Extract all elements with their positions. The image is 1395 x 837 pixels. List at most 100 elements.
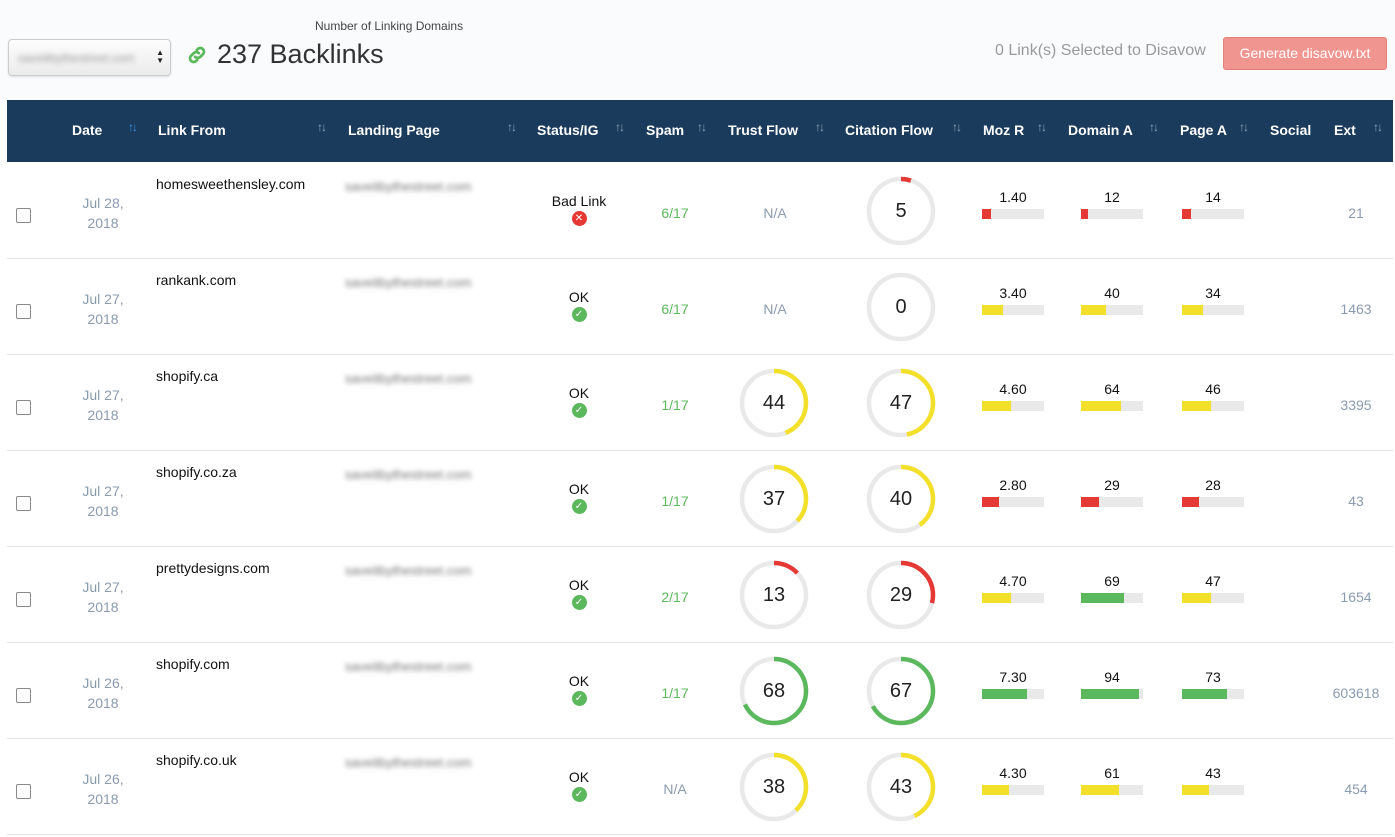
citation-flow-value: 5 xyxy=(895,200,907,222)
column-header-citation-flow[interactable]: Citation Flow xyxy=(845,122,933,138)
external-links-count: 1654 xyxy=(1340,589,1372,605)
landing-page-link[interactable]: saveitbythestreet.com xyxy=(345,659,472,674)
column-header-trust-flow[interactable]: Trust Flow xyxy=(728,122,798,138)
link-from[interactable]: prettydesigns.com xyxy=(156,560,270,576)
domain-a-bar-fill xyxy=(1081,497,1099,507)
trust-flow-value: 37 xyxy=(762,488,786,510)
page-a-bar xyxy=(1182,209,1244,219)
link-from[interactable]: homesweethensley.com xyxy=(156,176,306,192)
status-cell: OK ✓ xyxy=(534,385,624,418)
date-line-2: 2018 xyxy=(87,311,119,327)
moz-r-value: 1.40 xyxy=(999,189,1027,205)
link-from[interactable]: rankank.com xyxy=(156,272,237,288)
moz-r-value: 7.30 xyxy=(999,669,1027,685)
sort-ext-icon[interactable]: ↑↓ xyxy=(1373,120,1383,134)
moz-r-bar xyxy=(982,689,1044,699)
date-cell: Jul 27, 2018 xyxy=(73,289,133,329)
domain-a-bar-fill xyxy=(1081,689,1140,699)
sort-status-icon[interactable]: ↑↓ xyxy=(615,120,625,134)
generate-disavow-button[interactable]: Generate disavow.txt xyxy=(1223,37,1387,70)
status-cell: OK ✓ xyxy=(534,289,624,322)
domain-a-value: 40 xyxy=(1104,285,1120,301)
link-from[interactable]: shopify.ca xyxy=(156,368,218,384)
link-from[interactable]: shopify.com xyxy=(156,656,230,672)
domain-a-value: 12 xyxy=(1104,189,1120,205)
date-line-2: 2018 xyxy=(87,599,119,615)
landing-page-link[interactable]: saveitbythestreet.com xyxy=(345,563,472,578)
status-cell: Bad Link ✕ xyxy=(534,193,624,226)
trust-flow-gauge xyxy=(739,464,809,534)
column-header-social[interactable]: Social xyxy=(1270,122,1312,138)
column-header-domain-a[interactable]: Domain A xyxy=(1068,122,1133,138)
citation-flow-gauge xyxy=(866,176,936,246)
trust-flow-na: N/A xyxy=(763,205,787,221)
column-header-moz-r[interactable]: Moz R xyxy=(983,122,1025,138)
column-header-link-from[interactable]: Link From xyxy=(158,122,226,138)
moz-r-bar-fill xyxy=(982,689,1028,699)
date-line-2: 2018 xyxy=(87,503,119,519)
domain-select[interactable]: saveitbythestreet.com ▲ ▼ xyxy=(8,39,171,76)
domain-a-value: 64 xyxy=(1104,381,1120,397)
sort-trust-flow-icon[interactable]: ↑↓ xyxy=(815,120,825,134)
spam-score: 6/17 xyxy=(661,301,689,317)
external-links-count: 454 xyxy=(1344,781,1368,797)
page-a-bar-fill xyxy=(1182,305,1204,315)
sort-citation-flow-icon[interactable]: ↑↓ xyxy=(952,120,962,134)
citation-flow-value: 43 xyxy=(889,776,913,798)
select-arrows-icon: ▲ ▼ xyxy=(156,48,164,65)
citation-flow-value: 0 xyxy=(895,296,907,318)
citation-flow-gauge xyxy=(866,464,936,534)
domain-a-value: 61 xyxy=(1104,765,1120,781)
sort-date-icon[interactable]: ↑↓ xyxy=(128,120,138,134)
date-line-1: Jul 27, xyxy=(82,483,124,499)
citation-flow-gauge xyxy=(866,272,936,342)
sort-moz-r-icon[interactable]: ↑↓ xyxy=(1037,120,1047,134)
row-select-checkbox[interactable] xyxy=(16,208,31,223)
sort-landing-page-icon[interactable]: ↑↓ xyxy=(507,120,517,134)
column-header-spam[interactable]: Spam xyxy=(646,122,685,138)
table-row: Jul 26, 2018 shopify.co.uk saveitbythest… xyxy=(7,739,1393,835)
check-icon: ✓ xyxy=(571,787,587,802)
domain-a-value: 69 xyxy=(1104,573,1120,589)
row-select-checkbox[interactable] xyxy=(16,400,31,415)
citation-flow-value: 29 xyxy=(889,584,913,606)
landing-page-link[interactable]: saveitbythestreet.com xyxy=(345,755,472,770)
external-links-count: 21 xyxy=(1348,205,1364,221)
date-line-1: Jul 27, xyxy=(82,291,124,307)
status-label: OK xyxy=(568,769,590,785)
row-select-checkbox[interactable] xyxy=(16,496,31,511)
date-cell: Jul 28, 2018 xyxy=(73,193,133,233)
landing-page-link[interactable]: saveitbythestreet.com xyxy=(345,179,472,194)
column-header-date[interactable]: Date xyxy=(72,122,103,138)
page-a-bar-fill xyxy=(1182,209,1191,219)
landing-page-link[interactable]: saveitbythestreet.com xyxy=(345,275,472,290)
sort-spam-icon[interactable]: ↑↓ xyxy=(697,120,707,134)
status-label: OK xyxy=(568,385,590,401)
date-cell: Jul 27, 2018 xyxy=(73,385,133,425)
citation-flow-gauge xyxy=(866,656,936,726)
column-header-landing-page[interactable]: Landing Page xyxy=(348,122,440,138)
column-header-page-a[interactable]: Page A xyxy=(1180,122,1227,138)
column-header-ext[interactable]: Ext xyxy=(1334,122,1356,138)
row-select-checkbox[interactable] xyxy=(16,304,31,319)
link-from[interactable]: shopify.co.za xyxy=(156,464,237,480)
link-from[interactable]: shopify.co.uk xyxy=(156,752,237,768)
row-select-checkbox[interactable] xyxy=(16,688,31,703)
moz-r-bar xyxy=(982,497,1044,507)
sort-page-a-icon[interactable]: ↑↓ xyxy=(1239,120,1249,134)
moz-r-bar xyxy=(982,785,1044,795)
moz-r-bar xyxy=(982,401,1044,411)
sort-link-from-icon[interactable]: ↑↓ xyxy=(317,120,327,134)
landing-page-link[interactable]: saveitbythestreet.com xyxy=(345,371,472,386)
error-icon: ✕ xyxy=(571,211,587,226)
citation-flow-value: 40 xyxy=(889,488,913,510)
column-header-status[interactable]: Status/IG xyxy=(537,122,599,138)
landing-page-link[interactable]: saveitbythestreet.com xyxy=(345,467,472,482)
sort-domain-a-icon[interactable]: ↑↓ xyxy=(1149,120,1159,134)
citation-flow-gauge xyxy=(866,560,936,630)
page-a-value: 14 xyxy=(1205,189,1221,205)
domain-a-value: 94 xyxy=(1104,669,1120,685)
row-select-checkbox[interactable] xyxy=(16,592,31,607)
page-a-value: 73 xyxy=(1205,669,1221,685)
row-select-checkbox[interactable] xyxy=(16,784,31,799)
